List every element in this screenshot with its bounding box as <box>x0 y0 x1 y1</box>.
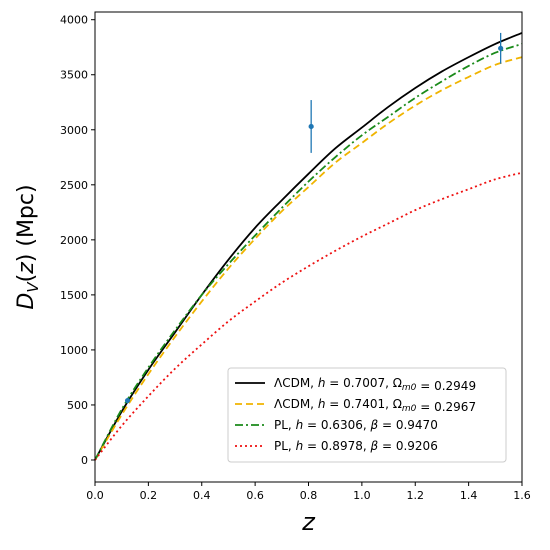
x-tick-label: 1.2 <box>407 489 425 502</box>
y-tick-label: 0 <box>81 454 88 467</box>
y-tick-label: 500 <box>67 399 88 412</box>
y-axis: 0 500 1000 1500 2000 2500 3000 3500 4000 <box>60 14 95 467</box>
x-tick-label: 0.8 <box>300 489 318 502</box>
x-tick-label: 0.4 <box>193 489 211 502</box>
legend-label: PL, h = 0.6306, β = 0.9470 <box>274 418 438 432</box>
x-tick-label: 1.0 <box>353 489 371 502</box>
series-line-3 <box>94 171 523 461</box>
data-point <box>308 123 314 130</box>
x-tick-label: 1.6 <box>513 489 531 502</box>
series-line-0 <box>94 32 523 461</box>
series-curves <box>94 32 523 461</box>
legend-label: ΛCDM, h = 0.7401, Ωm0 = 0.2967 <box>274 397 476 414</box>
y-tick-label: 4000 <box>60 14 88 27</box>
data-points <box>124 32 504 404</box>
y-axis-label: DV(z) (Mpc) <box>14 184 42 309</box>
data-point <box>124 397 131 404</box>
legend-box <box>227 367 507 463</box>
y-tick-label: 1000 <box>60 344 88 357</box>
series-line-1 <box>94 56 523 461</box>
x-axis-label: z <box>301 508 316 536</box>
legend: ΛCDM, h = 0.7007, Ωm0 = 0.2949 ΛCDM, h = … <box>227 367 507 463</box>
legend-label: PL, h = 0.8978, β = 0.9206 <box>274 439 438 453</box>
y-tick-label: 1500 <box>60 289 88 302</box>
y-tick-label: 3500 <box>60 69 88 82</box>
y-tick-label: 2000 <box>60 234 88 247</box>
x-axis: 0.0 0.2 0.4 0.6 0.8 1.0 1.2 1.4 1.6 <box>86 482 531 502</box>
x-tick-label: 0.0 <box>86 489 104 502</box>
legend-label: ΛCDM, h = 0.7007, Ωm0 = 0.2949 <box>274 376 476 393</box>
data-point <box>498 45 504 51</box>
x-tick-label: 0.2 <box>140 489 158 502</box>
x-tick-label: 0.6 <box>246 489 264 502</box>
series-line-2 <box>94 43 523 461</box>
y-tick-label: 3000 <box>60 124 88 137</box>
y-tick-label: 2500 <box>60 179 88 192</box>
x-tick-label: 1.4 <box>460 489 478 502</box>
